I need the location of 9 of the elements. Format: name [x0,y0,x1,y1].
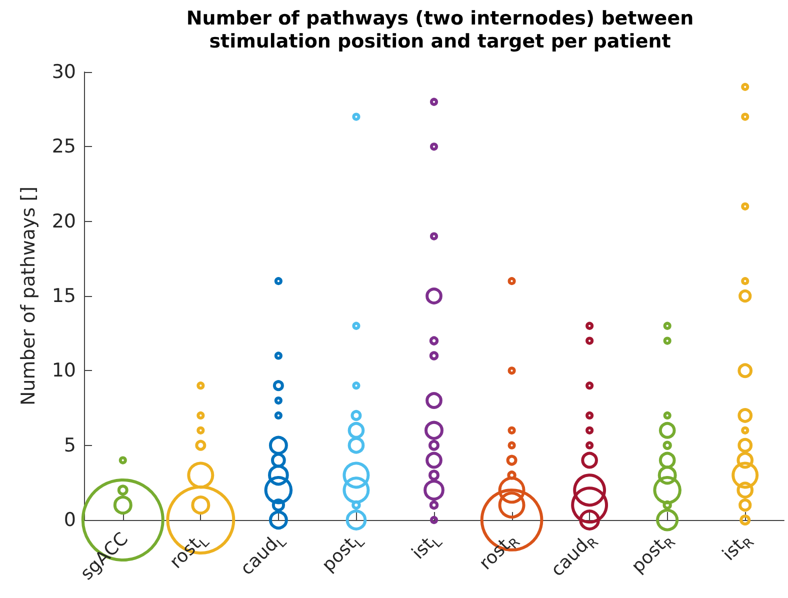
y-axis-title: Number of pathways [] [18,186,40,406]
y-tick-label: 20 [52,210,76,232]
y-tick-label: 30 [52,61,76,83]
chart-title: Number of pathways (two internodes) between stimulation position and target per patient [186,8,694,52]
y-tick-label: 0 [64,509,76,531]
y-tick-label: 25 [52,136,76,158]
y-tick-label: 15 [52,285,76,307]
y-tick-label: 10 [52,360,76,382]
y-tick-label: 5 [64,434,76,456]
